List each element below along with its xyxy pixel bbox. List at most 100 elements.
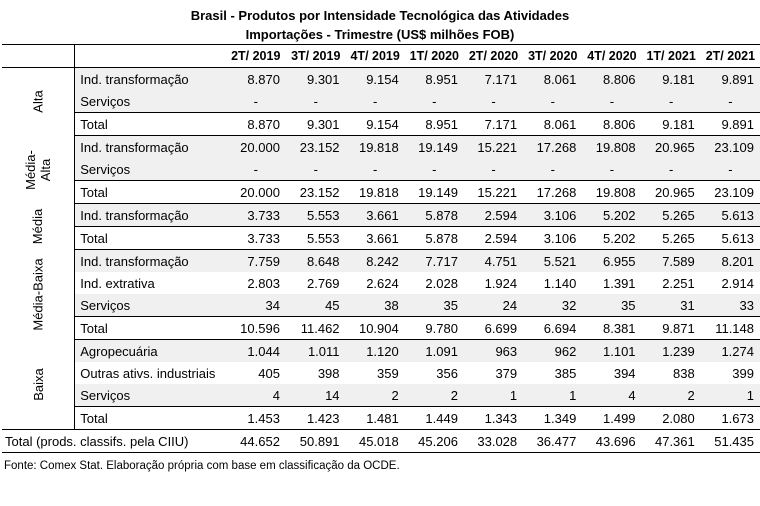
header-blank bbox=[2, 44, 76, 68]
grand-total-cell: 44.652 bbox=[225, 429, 286, 453]
table-cell: 19.149 bbox=[404, 180, 464, 204]
group-label-text: Baixa bbox=[30, 367, 46, 401]
table-cell: 356 bbox=[436, 365, 458, 381]
table-cell: 8.381 bbox=[582, 316, 642, 340]
group-label-baixa: Baixa bbox=[2, 339, 76, 430]
table-cell: - bbox=[700, 90, 760, 113]
table-cell: 19.149 bbox=[404, 135, 464, 158]
table-cell: 1.044 bbox=[225, 339, 286, 362]
table-cell: 5.613 bbox=[700, 203, 760, 227]
table-cell: 7.171 bbox=[463, 67, 524, 90]
table-cell: 1.091 bbox=[404, 339, 464, 362]
row-label: Serviços bbox=[74, 384, 226, 407]
table-cell: 35 bbox=[404, 294, 464, 317]
table-cell: 1.673 bbox=[700, 406, 760, 430]
table-cell: 399 bbox=[732, 365, 754, 381]
table-cell: 1.349 bbox=[523, 406, 583, 430]
table-cell: 20.000 bbox=[225, 180, 286, 204]
table-cell: 405 bbox=[258, 365, 280, 381]
table-cell: 5.265 bbox=[641, 226, 701, 250]
table-cell: - bbox=[285, 158, 346, 181]
table-cell: 15.221 bbox=[463, 180, 524, 204]
row-label: Outras ativs. industriais bbox=[80, 365, 216, 381]
table-cell: 8.201 bbox=[700, 249, 760, 272]
table-cell: - bbox=[225, 90, 286, 113]
table-cell: 3.661 bbox=[345, 203, 405, 227]
table-cell: 2 bbox=[641, 384, 701, 407]
table-cell: 33 bbox=[700, 294, 760, 317]
table-cell: 24 bbox=[463, 294, 524, 317]
column-header: 4T/ 2019 bbox=[345, 44, 405, 68]
table-cell: 9.181 bbox=[641, 112, 701, 136]
table-cell: 15.221 bbox=[463, 135, 524, 158]
table-cell: 19.808 bbox=[582, 135, 642, 158]
grand-total-cell: 50.891 bbox=[285, 429, 346, 453]
table-cell: 1.423 bbox=[285, 406, 346, 430]
table-cell: 5.878 bbox=[404, 226, 464, 250]
table-title: Brasil - Produtos por Intensidade Tecnol… bbox=[0, 0, 760, 44]
row-label: Ind. transformação bbox=[74, 135, 226, 158]
table-cell: 9.301 bbox=[285, 67, 346, 90]
table-cell: 963 bbox=[463, 339, 524, 362]
table-cell: 6.694 bbox=[523, 316, 583, 340]
table-cell: 2.028 bbox=[425, 275, 458, 291]
table-cell: 8.648 bbox=[285, 249, 346, 272]
header-blank-label bbox=[74, 44, 226, 68]
table-cell: 7.589 bbox=[641, 249, 701, 272]
table-cell: 10.596 bbox=[225, 316, 286, 340]
table-cell: 1.120 bbox=[345, 339, 405, 362]
table-cell: 8.870 bbox=[225, 112, 286, 136]
table-cell: 2.624 bbox=[366, 275, 399, 291]
table-cell: 5.553 bbox=[285, 203, 346, 227]
table-cell: 2.594 bbox=[463, 203, 524, 227]
header-row: 2T/ 2019 3T/ 2019 4T/ 2019 1T/ 2020 2T/ … bbox=[2, 44, 760, 68]
table-cell: 14 bbox=[285, 384, 346, 407]
row-label: Ind. transformação bbox=[74, 67, 226, 90]
table-cell: 1.481 bbox=[345, 406, 405, 430]
table-cell: 5.613 bbox=[700, 226, 760, 250]
grand-total-cell: 47.361 bbox=[641, 429, 701, 453]
table-cell: 3.733 bbox=[225, 203, 286, 227]
table-cell: - bbox=[523, 158, 583, 181]
grand-total-label: Total (prods. classifs. pela CIIU) bbox=[2, 429, 226, 453]
column-header: 4T/ 2020 bbox=[582, 44, 642, 68]
table-cell: 962 bbox=[523, 339, 583, 362]
table-row: Total 3.733 5.553 3.661 5.878 2.594 3.106 5.202… bbox=[2, 226, 760, 250]
table-cell: 1.499 bbox=[582, 406, 642, 430]
table-cell: 9.891 bbox=[700, 112, 760, 136]
table-cell: 2.803 bbox=[247, 275, 280, 291]
grand-total-cell: 36.477 bbox=[523, 429, 583, 453]
group-label-alta: Alta bbox=[2, 67, 76, 136]
table-cell: 2.080 bbox=[641, 406, 701, 430]
table-cell: 3.733 bbox=[225, 226, 286, 250]
table-cell: 4 bbox=[582, 384, 642, 407]
grand-total-cell: 45.206 bbox=[404, 429, 464, 453]
row-label: Ind. transformação bbox=[74, 249, 226, 272]
table-cell: 1.140 bbox=[543, 275, 577, 291]
table-cell: 6.699 bbox=[463, 316, 524, 340]
table-cell: 838 bbox=[673, 365, 695, 381]
group-label-media: Média bbox=[2, 203, 76, 250]
table-cell: 35 bbox=[582, 294, 642, 317]
table-cell: 4.751 bbox=[463, 249, 524, 272]
row-label: Ind. extrativa bbox=[80, 275, 155, 291]
table-cell: 3.106 bbox=[523, 226, 583, 250]
table-cell: 17.268 bbox=[523, 180, 583, 204]
table-cell: 385 bbox=[554, 365, 577, 381]
column-header: 2T/ 2020 bbox=[463, 44, 524, 68]
table-cell: - bbox=[404, 158, 464, 181]
table-cell: 20.965 bbox=[641, 180, 701, 204]
table-cell: 23.152 bbox=[285, 180, 346, 204]
table-cell: - bbox=[404, 90, 464, 113]
table-cell: 2.594 bbox=[463, 226, 524, 250]
table-cell: 1 bbox=[700, 384, 760, 407]
table-cell: 5.521 bbox=[523, 249, 583, 272]
grand-total-cell: 33.028 bbox=[463, 429, 524, 453]
table-row: Alta Ind. transformação 8.870 9.301 9.154 8.9… bbox=[2, 67, 760, 136]
table-cell: 1.343 bbox=[463, 406, 524, 430]
group-label-media-alta: Média- Alta bbox=[2, 135, 76, 204]
table-cell: 3.661 bbox=[345, 226, 405, 250]
table-row: Ind. extrativa 2.803 2.769 2.624 2.028 1.924 1… bbox=[2, 272, 760, 294]
table-cell: 8.806 bbox=[582, 112, 642, 136]
table-cell: 34 bbox=[225, 294, 286, 317]
